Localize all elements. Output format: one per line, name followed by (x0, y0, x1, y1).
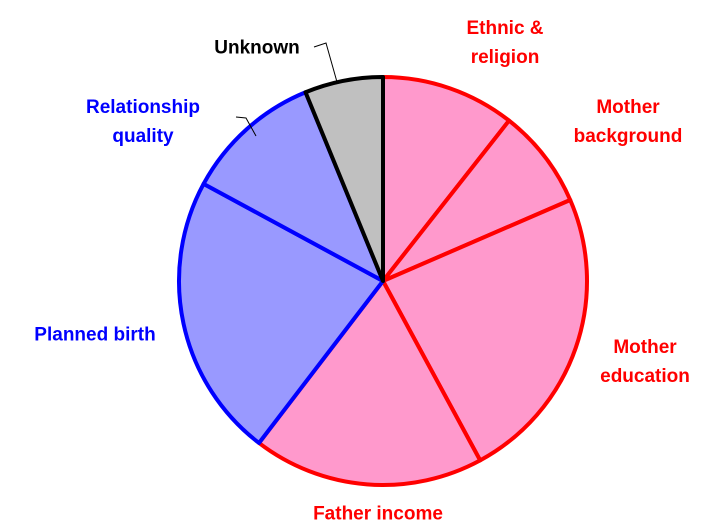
slice-label: Planned birth (34, 324, 156, 346)
pie-slice (381, 197, 589, 463)
slice-label: Mother education (600, 337, 690, 387)
pie-slice (201, 90, 385, 283)
pie-slice (381, 75, 512, 283)
slice-label: Relationship quality (85, 97, 200, 147)
leader-line (313, 42, 338, 83)
pie-slice (177, 181, 385, 445)
pie-slice (303, 75, 385, 283)
slice-label: Father income (313, 503, 443, 525)
slice-label: Ethnic & religion (466, 18, 544, 68)
slice-label: Unknown (214, 37, 300, 59)
pie-slice (256, 279, 483, 487)
slice-label: Mother background (573, 97, 683, 147)
leader-line (235, 116, 257, 137)
